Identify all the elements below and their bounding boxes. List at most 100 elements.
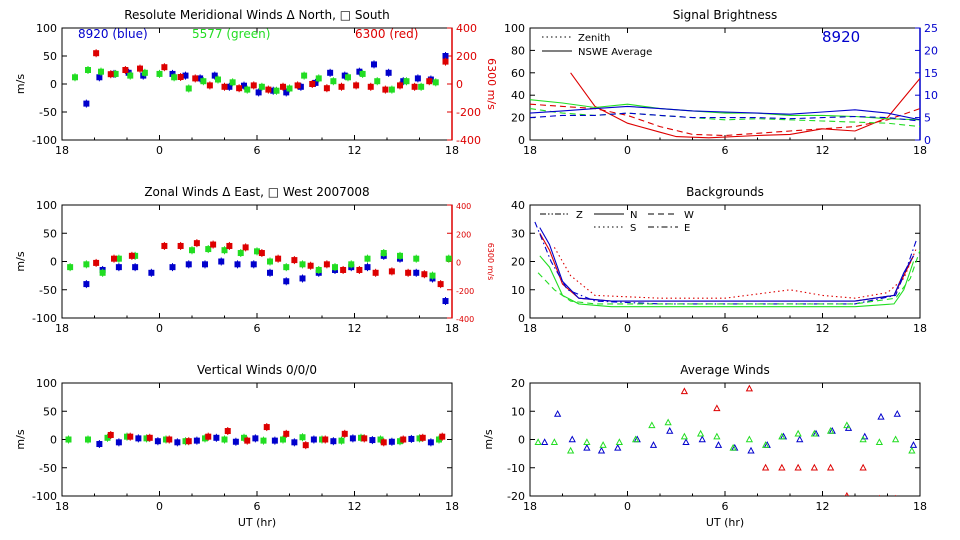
data-point-green [200, 78, 207, 85]
data-point-blue [747, 446, 755, 454]
data-point-green [534, 438, 542, 446]
x-tick-label: 0 [624, 500, 631, 513]
data-point-red [161, 64, 168, 71]
data-point-red [258, 250, 265, 257]
y-tick-label: -50 [39, 284, 57, 297]
y-tick-label: 0 [518, 134, 525, 147]
data-point-red [826, 463, 835, 471]
data-point-red [388, 268, 395, 275]
data-point-green [413, 255, 420, 262]
series-layer [534, 384, 918, 496]
legend-label: Z [576, 210, 583, 221]
x-tick-label: 18 [445, 500, 459, 513]
data-point-blue [218, 258, 225, 265]
data-point-red [322, 436, 329, 443]
data-point-blue [185, 261, 192, 268]
data-point-green [729, 443, 737, 451]
y-tick-label: -50 [39, 462, 57, 475]
x-tick-label: 18 [913, 500, 927, 513]
data-point-green [244, 86, 251, 93]
data-point-red [794, 463, 802, 471]
chart-title: Vertical Winds 0/0/0 [197, 363, 317, 377]
data-point-green [583, 438, 591, 446]
data-point-green [826, 426, 835, 434]
plot-frame [529, 27, 921, 141]
series-line-red-solid [539, 233, 914, 302]
data-point-blue [698, 435, 706, 443]
series-line-green-solid [539, 255, 915, 308]
data-point-blue [893, 410, 901, 417]
data-point-green [380, 250, 387, 257]
data-point-green [696, 429, 705, 437]
x-tick-label: 18 [523, 144, 537, 157]
y-tick-label: -10 [507, 462, 525, 475]
data-point-red [353, 82, 360, 89]
data-point-blue [413, 269, 420, 276]
data-point-red [166, 436, 173, 443]
data-point-blue [252, 435, 259, 442]
data-point-green [83, 261, 90, 268]
series-line-red-dotted [553, 247, 918, 299]
annotation-label: 8920 [822, 28, 860, 46]
data-point-blue [96, 74, 103, 81]
y-tick-label: 100 [36, 22, 57, 35]
x-tick-label: 12 [348, 144, 362, 157]
data-point-red [745, 384, 754, 392]
data-point-blue [283, 278, 290, 285]
data-point-green [713, 432, 721, 440]
data-point-green [664, 418, 672, 426]
data-point-red [340, 266, 347, 273]
y-tick-label: 10 [511, 284, 525, 297]
y-right-axis-label: 6300 m/s [486, 243, 495, 281]
data-point-blue [148, 269, 155, 276]
y-tick-label: -50 [39, 106, 57, 119]
data-point-green [221, 247, 228, 254]
data-point-red [137, 65, 143, 72]
x-tick-label: 18 [55, 144, 69, 157]
series-line-blue-dashdot [534, 221, 918, 305]
data-point-blue [135, 435, 142, 442]
y-tick-label: 10 [511, 405, 525, 418]
data-point-red [810, 463, 819, 471]
data-point-blue [154, 438, 161, 445]
y-tick-label: 50 [43, 227, 57, 240]
data-point-green [615, 438, 624, 446]
data-point-red [302, 442, 309, 449]
y-axis-label: m/s [14, 251, 27, 271]
y-right-tick-label: 400 [456, 22, 477, 35]
y-tick-label: 50 [43, 50, 57, 63]
y-tick-label: 0 [50, 256, 57, 269]
data-point-green [810, 429, 819, 437]
x-tick-label: 6 [254, 500, 261, 513]
data-point-green [156, 70, 163, 77]
data-point-red [263, 424, 270, 431]
data-point-red [713, 404, 721, 412]
data-point-green [338, 437, 345, 444]
x-tick-label: 12 [816, 500, 830, 513]
data-point-green [286, 85, 293, 92]
y-right-tick-label: 0 [456, 259, 461, 268]
data-point-green [397, 252, 403, 259]
data-point-red [426, 78, 433, 85]
y-right-tick-label: 10 [924, 89, 938, 102]
x-tick-label: 18 [445, 144, 459, 157]
data-point-red [146, 434, 153, 441]
data-point-green [432, 79, 439, 86]
data-point-green [843, 421, 851, 429]
data-point-green [891, 435, 900, 443]
x-tick-label: 0 [624, 322, 631, 335]
plot-frame [61, 27, 453, 141]
data-point-green [171, 74, 178, 81]
data-point-red [93, 50, 100, 57]
series-line-blue-solid [539, 227, 914, 302]
data-point-green [280, 436, 286, 443]
y-tick-label: 30 [511, 227, 525, 240]
data-point-red [878, 494, 881, 496]
data-point-blue [115, 264, 122, 271]
data-point-red [421, 271, 428, 278]
data-point-green [550, 438, 559, 446]
y-right-tick-label: 5 [924, 112, 931, 125]
data-point-blue [132, 264, 139, 271]
data-point-blue [182, 72, 189, 79]
